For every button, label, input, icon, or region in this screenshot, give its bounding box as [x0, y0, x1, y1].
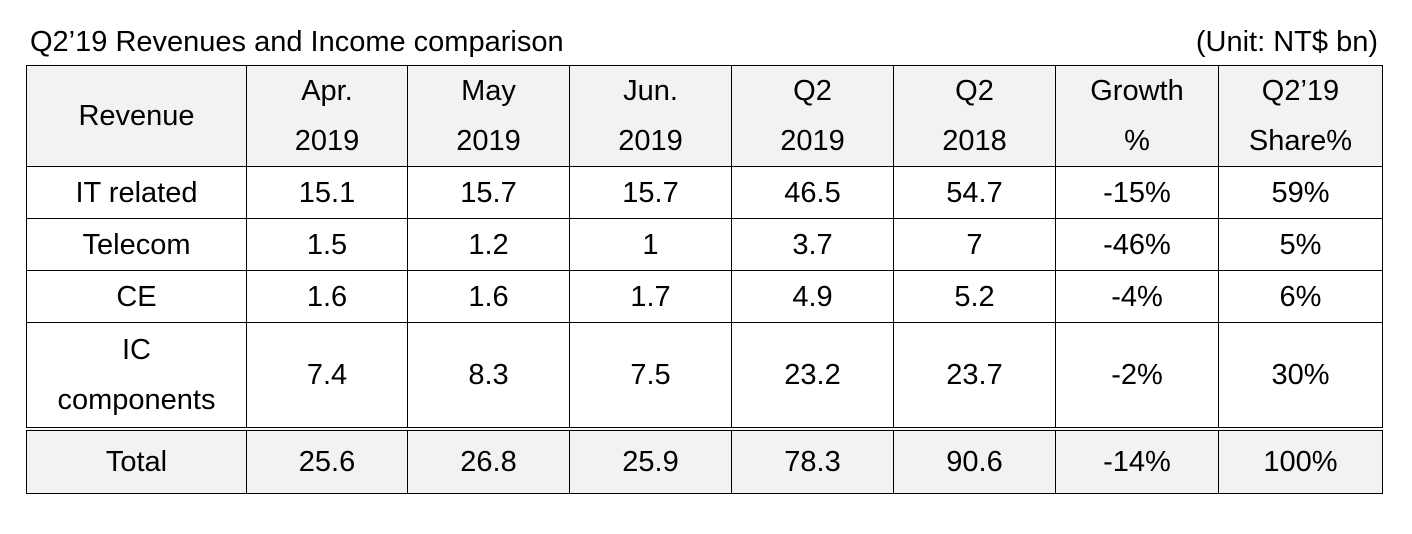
table-cell: 1	[569, 218, 732, 271]
table-cell: 46.5	[731, 166, 894, 219]
table-cell: 4.9	[731, 270, 894, 323]
header-row: Revenue Apr. 2019 May 2019 Jun. 2019 Q2 2019…	[26, 65, 1383, 167]
table-cell: 78.3	[731, 428, 894, 494]
total-row: Total 25.6 26.8 25.9 78.3 90.6 -14% 100%	[26, 428, 1383, 494]
table-cell: 23.2	[731, 322, 894, 431]
table-cell: 54.7	[893, 166, 1056, 219]
header-q2-2019: Q2 2019	[731, 65, 894, 167]
table-cell: 7	[893, 218, 1056, 271]
header-growth: Growth%	[1055, 65, 1219, 167]
table-cell: -4%	[1055, 270, 1219, 323]
table-cell: 3.7	[731, 218, 894, 271]
table-cell: 6%	[1218, 270, 1383, 323]
header-revenue: Revenue	[26, 65, 247, 167]
table-cell: 7.5	[569, 322, 732, 431]
header-share: Q2’19 Share%	[1218, 65, 1383, 167]
row-label: IC components	[26, 322, 247, 431]
table-cell: -2%	[1055, 322, 1219, 431]
table-cell: 90.6	[893, 428, 1056, 494]
header-jun-2019: Jun. 2019	[569, 65, 732, 167]
table-cell: 25.6	[246, 428, 408, 494]
table-cell: 8.3	[407, 322, 570, 431]
table-cell: 59%	[1218, 166, 1383, 219]
table-title: Q2’19 Revenues and Income comparison	[30, 26, 564, 58]
header-apr-2019: Apr. 2019	[246, 65, 408, 167]
table-cell: 7.4	[246, 322, 408, 431]
table-row: IC components 7.4 8.3 7.5 23.2 23.7 -2% 3…	[26, 322, 1383, 431]
revenue-table: Revenue Apr. 2019 May 2019 Jun. 2019 Q2 2019…	[26, 65, 1383, 494]
table-cell: 30%	[1218, 322, 1383, 431]
row-label: CE	[26, 270, 247, 323]
table-cell: 100%	[1218, 428, 1383, 494]
header-may-2019: May 2019	[407, 65, 570, 167]
table-cell: 1.7	[569, 270, 732, 323]
table-cell: 5.2	[893, 270, 1056, 323]
table-cell: 1.5	[246, 218, 408, 271]
table-row: IT related 15.1 15.7 15.7 46.5 54.7 -15%…	[26, 166, 1383, 219]
table-cell: -14%	[1055, 428, 1219, 494]
table-cell: 5%	[1218, 218, 1383, 271]
row-label: Total	[26, 428, 247, 494]
table-row: CE 1.6 1.6 1.7 4.9 5.2 -4% 6%	[26, 270, 1383, 323]
table-cell: 1.6	[246, 270, 408, 323]
table-cell: 25.9	[569, 428, 732, 494]
table-cell: 15.1	[246, 166, 408, 219]
table-cell: -15%	[1055, 166, 1219, 219]
table-row: Telecom 1.5 1.2 1 3.7 7 -46% 5%	[26, 218, 1383, 271]
table-cell: -46%	[1055, 218, 1219, 271]
header-q2-2018: Q2 2018	[893, 65, 1056, 167]
table-cell: 15.7	[569, 166, 732, 219]
table-cell: 1.2	[407, 218, 570, 271]
table-cell: 1.6	[407, 270, 570, 323]
table-cell: 15.7	[407, 166, 570, 219]
table-cell: 26.8	[407, 428, 570, 494]
unit-label: (Unit: NT$ bn)	[1195, 26, 1378, 58]
table-cell: 23.7	[893, 322, 1056, 431]
row-label: Telecom	[26, 218, 247, 271]
row-label: IT related	[26, 166, 247, 219]
